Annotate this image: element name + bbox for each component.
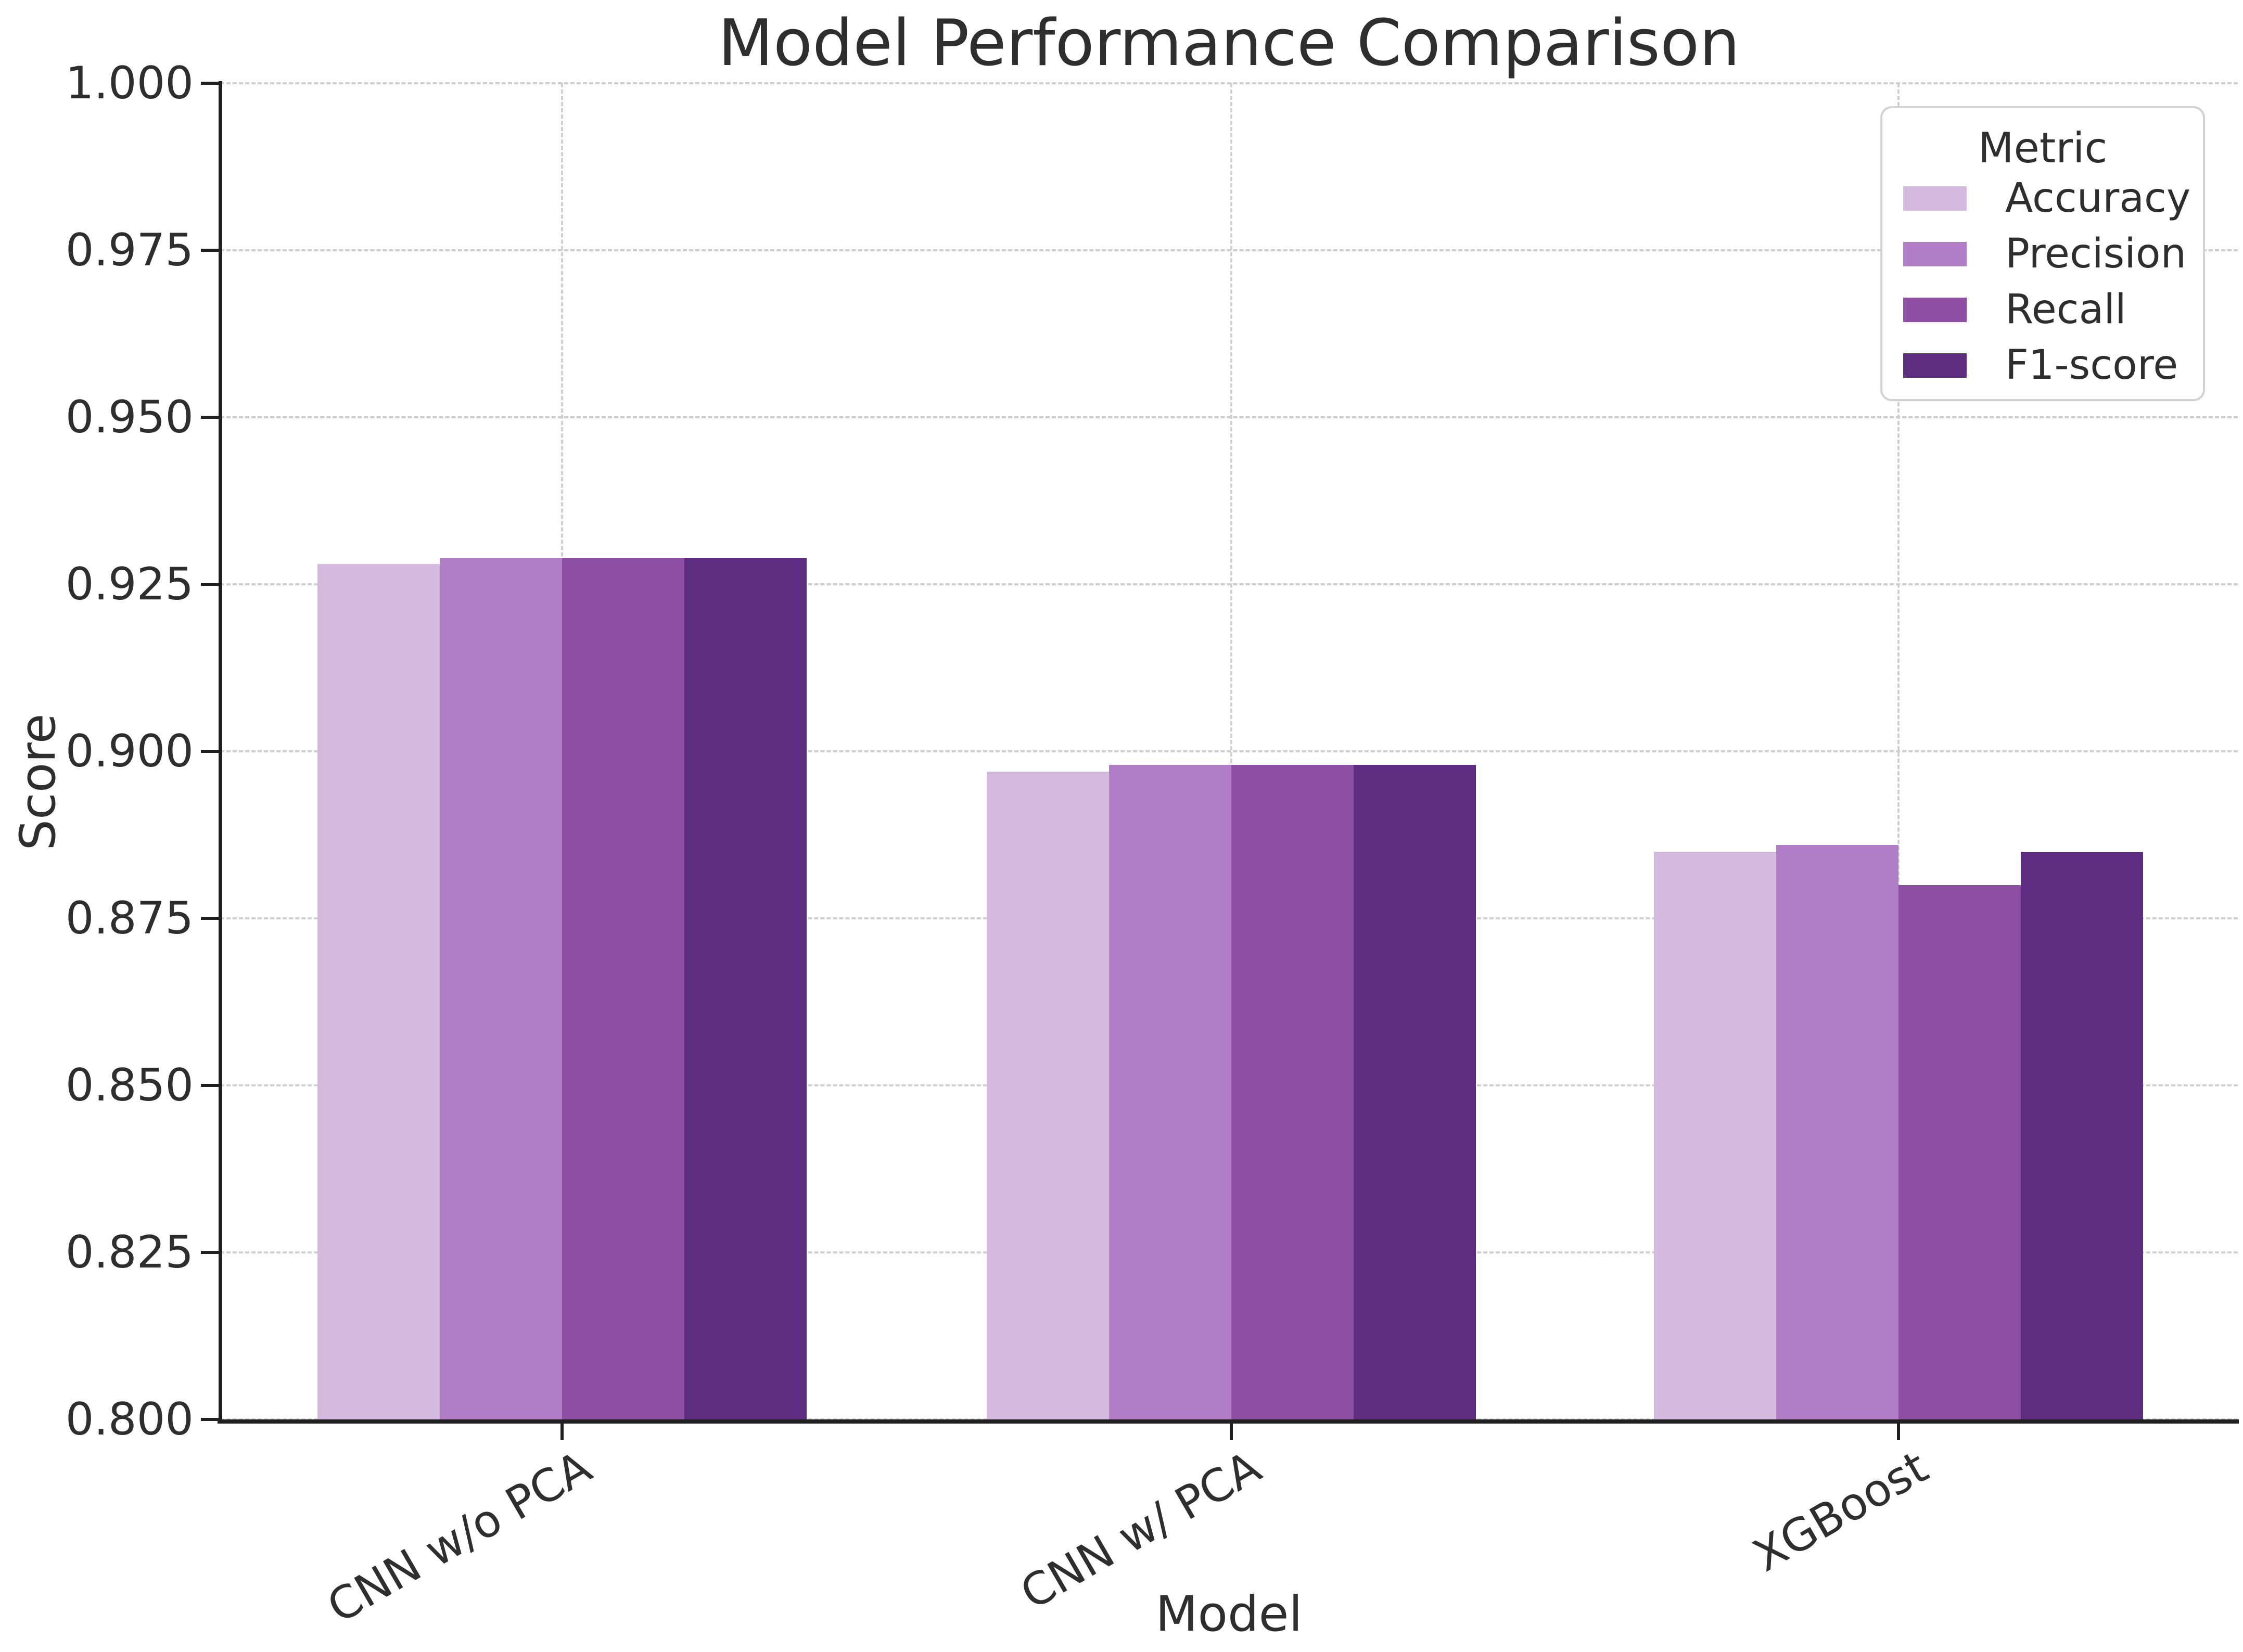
y-tick-label: 0.825 xyxy=(65,1226,194,1278)
x-tick-mark xyxy=(560,1424,564,1440)
bar-f1-score-cnn-w-pca xyxy=(1354,764,1476,1419)
legend-label: Accuracy xyxy=(2005,175,2191,222)
y-tick-mark xyxy=(201,917,219,920)
legend-swatch xyxy=(1903,186,1967,211)
y-tick-label: 0.875 xyxy=(65,892,194,944)
x-axis-spine xyxy=(218,1419,2239,1424)
bar-f1-score-xgboost xyxy=(2021,851,2143,1419)
legend-item: Precision xyxy=(1882,226,2203,282)
bar-recall-cnn-w-pca xyxy=(1231,764,1354,1419)
gridline-horizontal xyxy=(220,750,2238,752)
gridline-vertical xyxy=(1230,83,1232,1419)
bar-accuracy-xgboost xyxy=(1654,851,1776,1419)
y-axis-title: Score xyxy=(10,713,67,851)
y-tick-label: 0.950 xyxy=(65,391,194,443)
y-tick-label: 0.925 xyxy=(65,558,194,610)
legend-item: Recall xyxy=(1882,282,2203,338)
x-tick-mark xyxy=(1230,1424,1233,1440)
y-tick-label: 0.975 xyxy=(65,224,194,276)
legend-swatch xyxy=(1903,298,1967,322)
y-tick-mark xyxy=(201,1251,219,1254)
legend-swatch xyxy=(1903,242,1967,266)
gridline-horizontal xyxy=(220,82,2238,84)
y-axis-spine xyxy=(219,81,222,1424)
y-tick-mark xyxy=(201,583,219,586)
gridline-vertical xyxy=(1897,83,1900,1419)
y-tick-mark xyxy=(201,416,219,419)
legend-label: F1-score xyxy=(2005,342,2178,389)
bar-recall-cnn-w-o-pca xyxy=(562,557,684,1419)
bar-recall-xgboost xyxy=(1898,885,2021,1419)
gridline-horizontal xyxy=(220,583,2238,585)
y-tick-label: 0.900 xyxy=(65,725,194,777)
y-tick-mark xyxy=(201,1084,219,1087)
x-tick-label: XGBoost xyxy=(1744,1441,1936,1582)
bar-precision-cnn-w-o-pca xyxy=(440,557,562,1419)
legend-item: Accuracy xyxy=(1882,171,2203,226)
y-tick-mark xyxy=(201,82,219,85)
x-axis-title: Model xyxy=(1155,1586,1303,1643)
legend-label: Recall xyxy=(2005,286,2126,333)
bar-f1-score-cnn-w-o-pca xyxy=(684,557,807,1419)
bar-accuracy-cnn-w-pca xyxy=(987,771,1109,1419)
y-tick-mark xyxy=(201,249,219,252)
gridline-horizontal xyxy=(220,249,2238,251)
legend: Metric Accuracy Precision Recall F1-score xyxy=(1880,106,2205,401)
y-tick-label: 1.000 xyxy=(65,57,194,109)
legend-label: Precision xyxy=(2005,230,2187,277)
legend-title: Metric xyxy=(1978,124,2108,172)
legend-item: F1-score xyxy=(1882,338,2203,393)
y-tick-mark xyxy=(201,750,219,753)
bar-precision-xgboost xyxy=(1776,844,1898,1419)
y-tick-label: 0.850 xyxy=(65,1059,194,1111)
y-tick-mark xyxy=(201,1418,219,1421)
bar-precision-cnn-w-pca xyxy=(1109,764,1231,1419)
bar-accuracy-cnn-w-o-pca xyxy=(317,564,440,1419)
y-tick-label: 0.800 xyxy=(65,1393,194,1445)
chart-title: Model Performance Comparison xyxy=(718,6,1740,81)
gridline-horizontal xyxy=(220,416,2238,418)
legend-swatch xyxy=(1903,353,1967,378)
x-tick-mark xyxy=(1897,1424,1900,1440)
